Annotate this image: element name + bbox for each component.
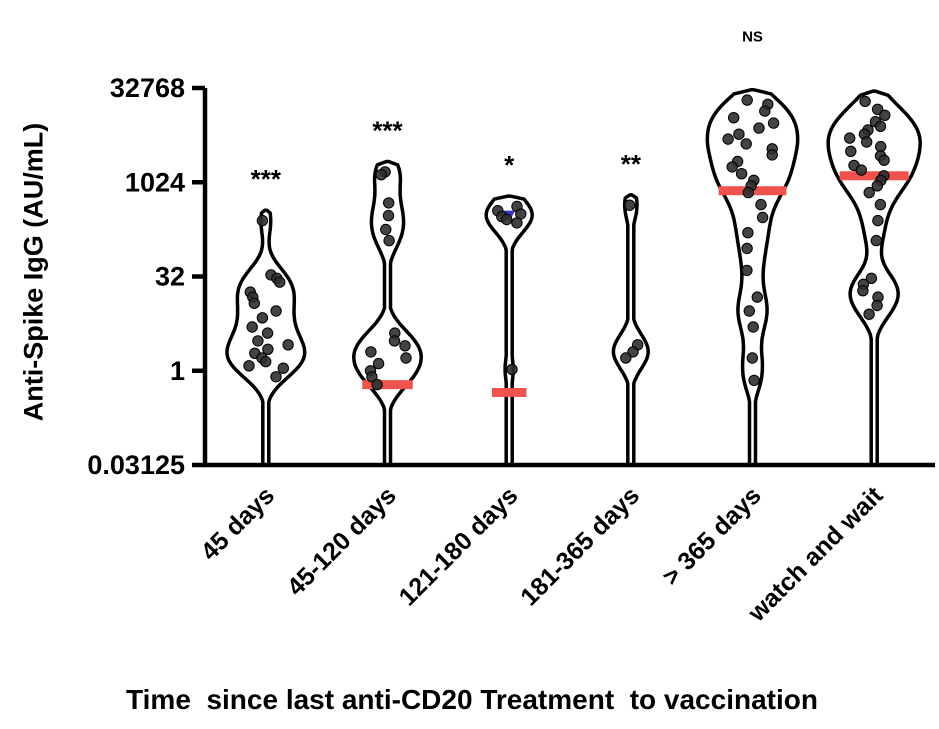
data-point: [246, 321, 258, 333]
data-point: [623, 199, 636, 211]
data-point: [844, 132, 856, 144]
data-point: [759, 105, 771, 117]
significance-label: *: [504, 150, 515, 180]
violin-outline: [705, 87, 800, 467]
data-point: [859, 95, 871, 108]
data-point: [501, 213, 513, 226]
significance-label: NS: [742, 29, 763, 46]
x-category-label: 45 days: [195, 481, 280, 566]
median-line: [839, 171, 909, 181]
data-point: [743, 305, 755, 317]
data-point: [741, 264, 753, 277]
data-point: [282, 339, 294, 351]
data-point: [872, 214, 884, 227]
data-point: [726, 161, 738, 173]
data-point: [742, 186, 754, 199]
y-tick-label: 32: [155, 262, 185, 292]
data-point: [243, 360, 255, 372]
significance-label: **: [621, 149, 642, 179]
data-point: [270, 305, 282, 317]
data-point: [767, 117, 780, 129]
data-point: [746, 352, 758, 364]
data-point: [382, 209, 395, 222]
data-point: [753, 122, 765, 134]
data-point: [274, 276, 286, 288]
y-axis-title: Anti-Spike IgG (AU/mL): [18, 122, 49, 422]
data-point: [260, 355, 272, 368]
x-axis-title: Time since last anti-CD20 Treatment to v…: [126, 684, 818, 715]
data-point: [766, 149, 778, 161]
y-tick-label: 32768: [110, 73, 185, 103]
data-point: [871, 103, 884, 116]
data-point: [256, 312, 269, 324]
data-point: [740, 138, 752, 150]
data-point: [870, 234, 882, 247]
data-point: [845, 145, 857, 158]
significance-label: ***: [372, 116, 403, 146]
data-point: [380, 223, 392, 236]
data-point: [861, 136, 873, 148]
data-point: [865, 272, 878, 284]
data-point: [874, 120, 887, 133]
median-line: [491, 387, 527, 397]
data-point: [863, 186, 875, 199]
data-point: [277, 362, 289, 374]
data-point: [262, 343, 274, 355]
data-point: [728, 112, 740, 124]
violin-outline: [352, 159, 423, 467]
data-point: [735, 168, 748, 180]
data-point: [857, 285, 869, 297]
data-point: [375, 169, 387, 181]
data-point: [511, 217, 523, 229]
data-point: [871, 180, 883, 192]
data-point: [871, 299, 883, 312]
data-point: [855, 164, 867, 176]
data-point: [878, 154, 890, 166]
data-point: [399, 340, 411, 352]
y-tick-label: 1024: [125, 167, 185, 197]
data-point: [620, 352, 632, 364]
data-point: [366, 371, 378, 383]
data-point: [270, 371, 282, 383]
data-point: [365, 346, 377, 358]
violin-outline: [484, 194, 534, 467]
y-tick-label: 0.03125: [87, 450, 185, 480]
data-point: [256, 214, 269, 227]
data-point: [383, 234, 395, 247]
data-point: [755, 198, 767, 211]
data-point: [756, 211, 769, 224]
data-point: [627, 346, 639, 358]
data-point: [722, 133, 734, 145]
data-point: [261, 327, 274, 339]
violin-outline: [611, 193, 650, 467]
data-point: [747, 321, 759, 333]
data-point: [748, 374, 760, 387]
data-point: [741, 242, 753, 255]
data-point: [400, 352, 412, 364]
data-point: [388, 335, 401, 347]
data-point: [742, 227, 754, 239]
median-line: [362, 380, 413, 390]
x-category-label: 121-180 days: [394, 481, 524, 611]
significance-label: ***: [251, 164, 282, 194]
data-point: [733, 128, 745, 140]
data-point: [506, 363, 518, 376]
data-point: [252, 335, 264, 347]
data-point: [879, 109, 891, 122]
data-point: [874, 198, 887, 211]
y-tick-label: 1: [170, 356, 185, 386]
data-point: [751, 291, 763, 303]
data-point: [741, 94, 753, 106]
x-category-label: 181-365 days: [515, 481, 645, 611]
data-point: [372, 357, 385, 370]
data-point: [248, 297, 261, 309]
data-point: [863, 308, 875, 320]
x-category-label: 45-120 days: [282, 481, 402, 601]
data-point: [383, 197, 395, 209]
x-category-label: > 365 days: [657, 481, 767, 591]
data-point: [371, 378, 383, 391]
